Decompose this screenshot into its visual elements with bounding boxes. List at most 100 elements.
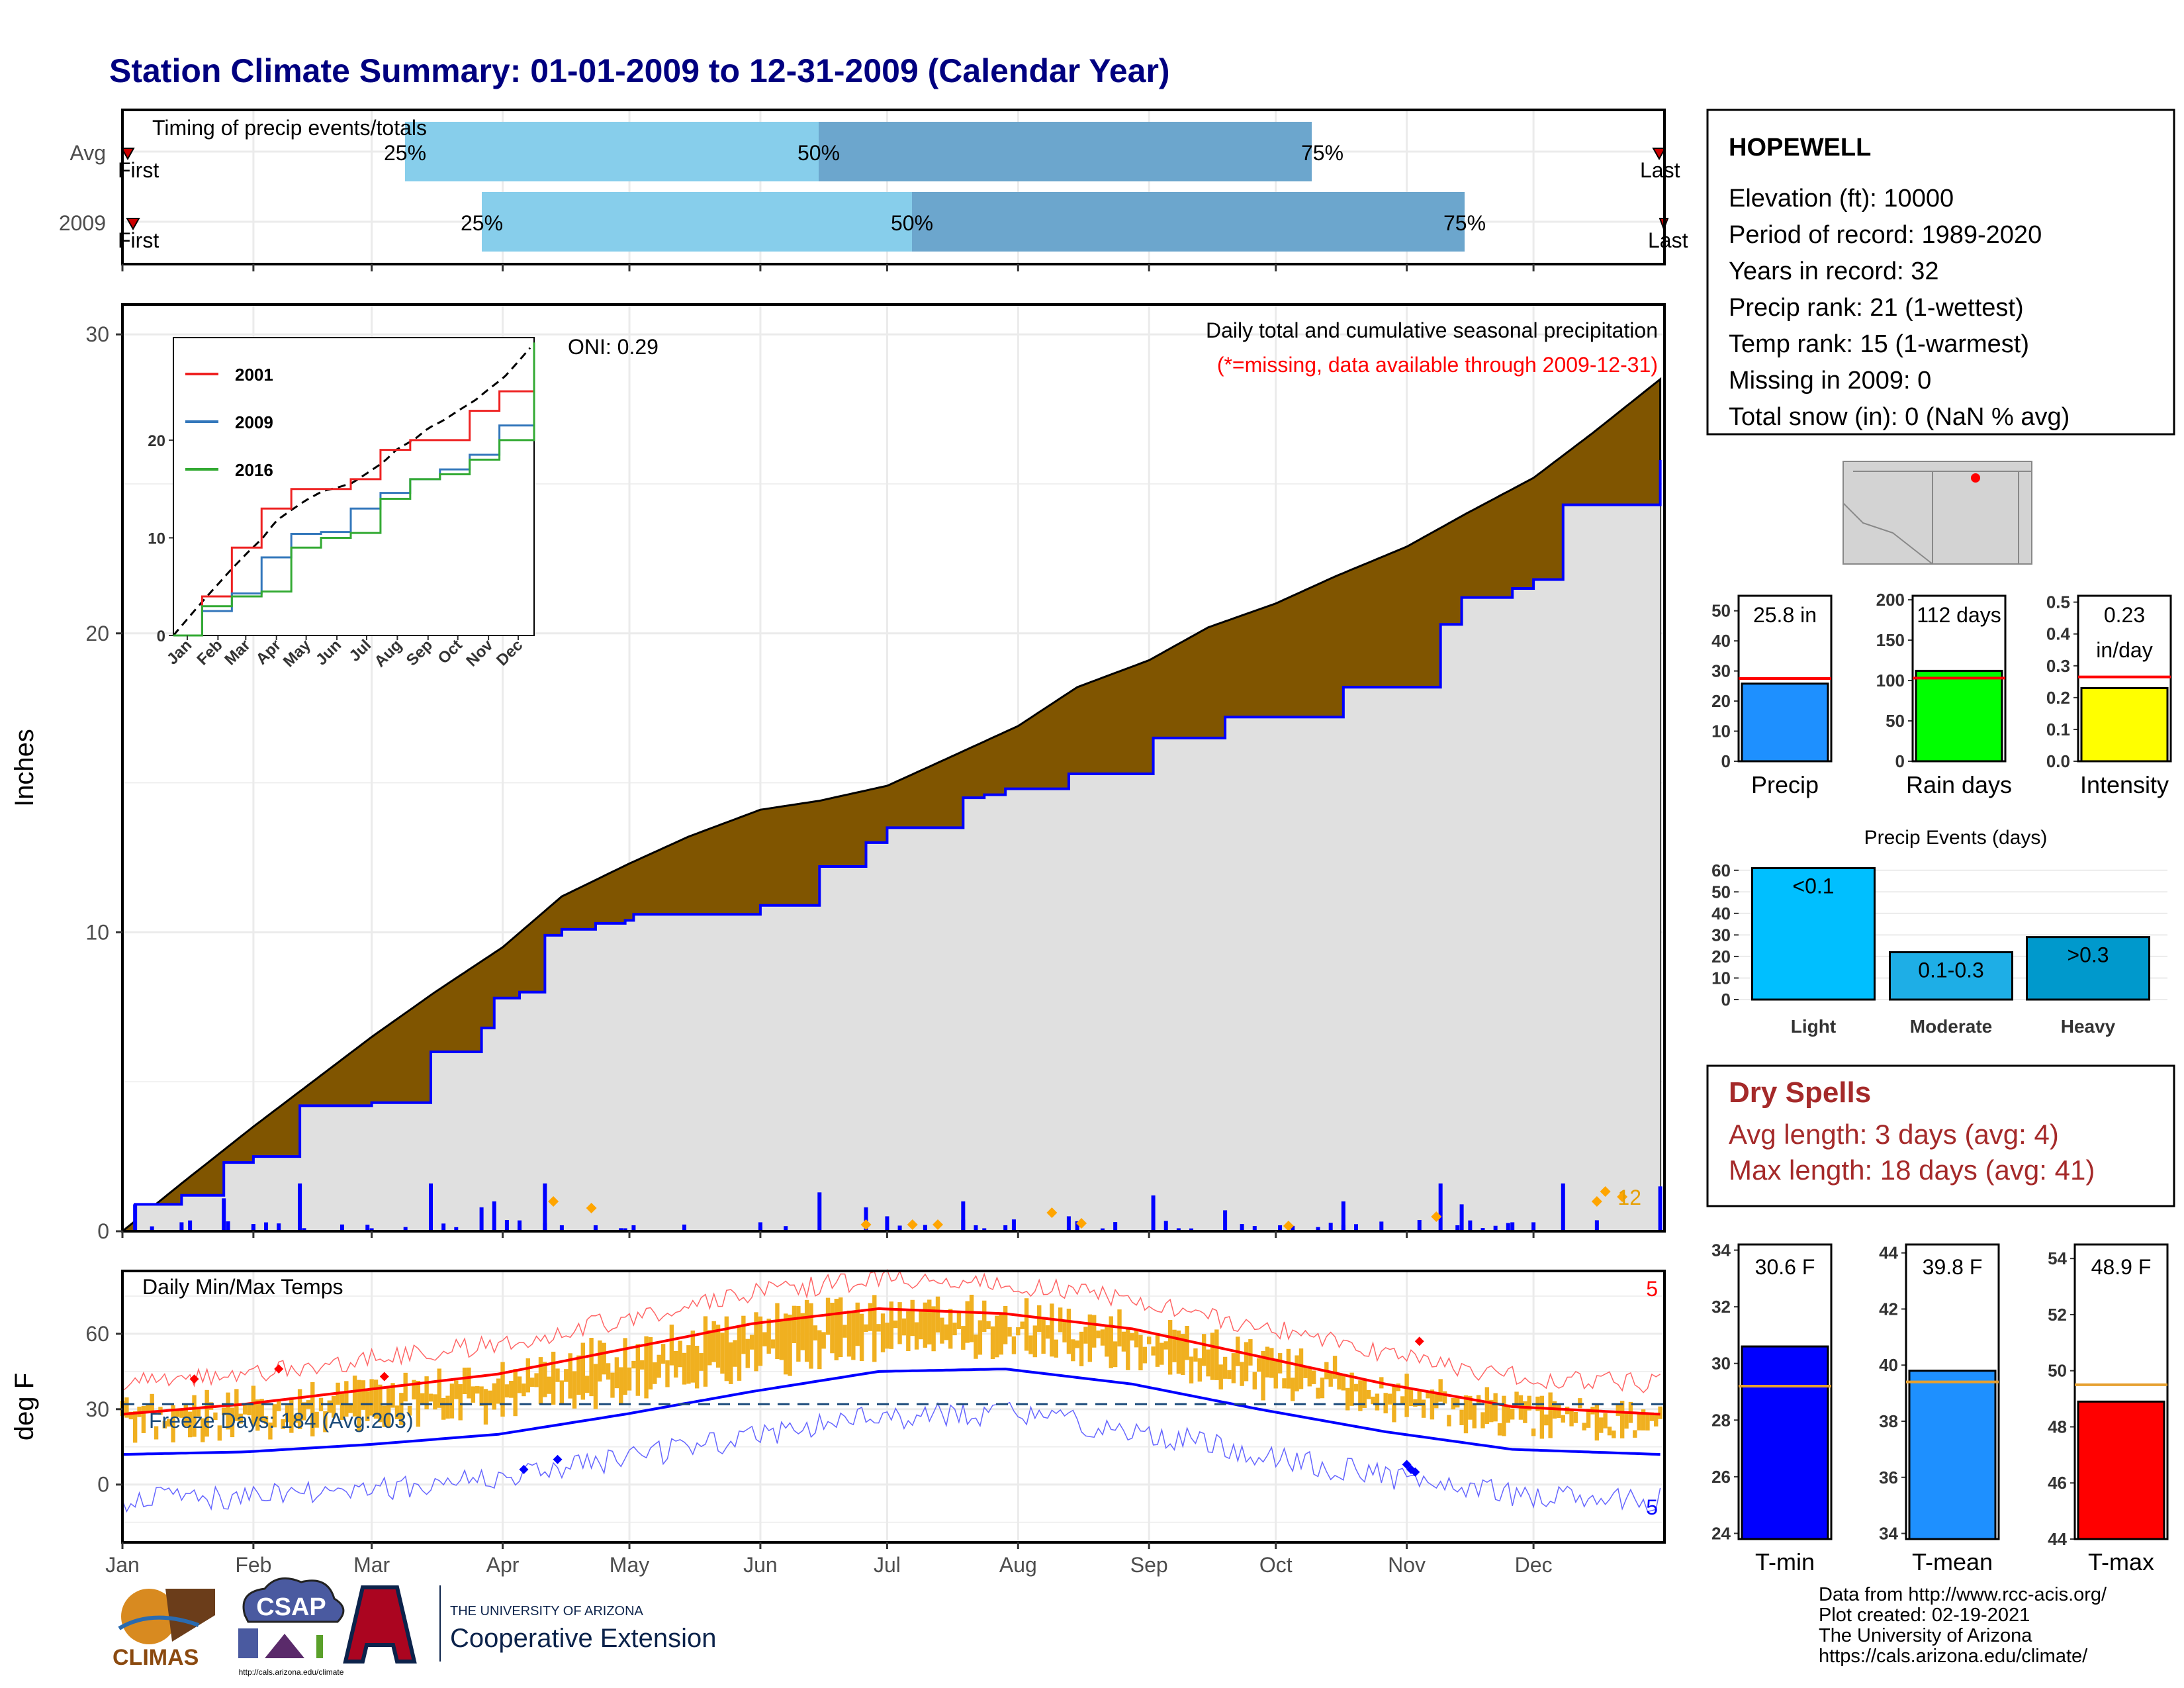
daily-precip-bar: [758, 1226, 762, 1231]
summary-bar-value-label: 0.23: [2104, 603, 2145, 627]
daily-temp-bar: [344, 1381, 349, 1417]
daily-temp-bar: [205, 1389, 209, 1437]
daily-temp-bar: [889, 1301, 894, 1349]
extreme-precip-marker: [586, 1203, 597, 1213]
daily-temp-bar: [627, 1367, 632, 1391]
daily-precip-bar: [817, 1192, 822, 1231]
daily-temp-bar: [931, 1306, 936, 1352]
climas-text: CLIMAS: [113, 1645, 199, 1670]
daily-temp-bar: [1087, 1314, 1093, 1362]
daily-temp-bar: [1291, 1378, 1295, 1401]
daily-temp-bar: [817, 1330, 822, 1370]
summary-bar-tick-label: 0.3: [2046, 656, 2070, 676]
daily-temp-bar: [572, 1371, 577, 1409]
daily-temp-bar: [293, 1415, 298, 1423]
daily-temp-bar: [1523, 1401, 1527, 1423]
summary-bar-value: [1741, 682, 1829, 763]
daily-temp-bar: [1189, 1356, 1194, 1383]
daily-precip-bar: [982, 1228, 987, 1231]
temp-summary-tick-label: 44: [1879, 1243, 1898, 1263]
daily-temp-bar: [1201, 1334, 1206, 1366]
daily-temp-bar: [390, 1383, 395, 1408]
temperature-summary-bars: 24 26 28 30 32 34 30.6 F T-min 34 36 38 40 42 44 39.8 …: [1711, 1241, 2169, 1575]
daily-precip-bar: [479, 1207, 484, 1231]
daily-temp-bar: [412, 1380, 416, 1400]
daily-precip-bar: [864, 1207, 868, 1231]
daily-temp-bar: [1218, 1364, 1223, 1389]
csap-plant-icon: [316, 1635, 323, 1658]
precip-frame: [121, 303, 1666, 1233]
month-label: Sep: [1130, 1553, 1168, 1577]
summary-bar-label: Intensity: [2080, 771, 2169, 798]
extreme-precip-marker: [1046, 1207, 1058, 1218]
daily-temp-bar: [745, 1338, 750, 1368]
daily-temp-bar: [475, 1385, 480, 1394]
daily-precip-bar: [179, 1222, 184, 1231]
daily-temp-bar: [1400, 1396, 1405, 1404]
daily-temp-bar: [1539, 1395, 1545, 1439]
daily-precip-bar: [264, 1222, 269, 1231]
daily-temp-bar: [1273, 1358, 1278, 1389]
daily-precip-bar: [1252, 1226, 1257, 1231]
temp-summary-t-mean: 34 36 38 40 42 44 39.8 F T-mean: [1879, 1243, 2000, 1575]
daily-temp-bar: [1430, 1389, 1435, 1420]
temp-y-label: deg F: [10, 1373, 39, 1440]
daily-temp-bar: [1417, 1389, 1422, 1407]
daily-temp-bar: [154, 1426, 159, 1440]
station-detail-line: Missing in 2009: 0: [1729, 367, 1931, 395]
daily-temp-bar: [733, 1340, 737, 1367]
daily-temp-bar: [1109, 1316, 1113, 1368]
daily-temp-bar: [961, 1326, 966, 1350]
timing-2009-first: First: [118, 228, 159, 252]
daily-temp-bar: [449, 1383, 455, 1419]
daily-temp-bar: [247, 1403, 251, 1415]
temp-summary-tick-label: 48: [2048, 1417, 2067, 1436]
daily-temp-bar: [1527, 1395, 1531, 1411]
daily-temp-bar: [1261, 1350, 1265, 1401]
timing-avg-first: First: [118, 158, 159, 182]
daily-temp-bar: [348, 1403, 353, 1413]
daily-temp-bar: [648, 1336, 653, 1389]
inset-lines: [172, 342, 535, 637]
daily-precip-bar: [369, 1228, 374, 1231]
summary-bar-value: [1915, 669, 2003, 763]
daily-temp-bar: [965, 1301, 970, 1343]
daily-temp-bar: [1079, 1331, 1084, 1366]
daily-temp-bar: [974, 1335, 978, 1359]
daily-temp-bar: [369, 1379, 374, 1416]
temp-summary-tick-label: 40: [1879, 1355, 1898, 1375]
daily-temp-bar: [1607, 1427, 1612, 1436]
daily-temp-bar: [1345, 1387, 1350, 1411]
daily-temp-bar: [1252, 1372, 1257, 1389]
daily-temp-bar: [1472, 1405, 1477, 1429]
events-tick-label: 50: [1711, 882, 1731, 902]
summary-bar-value-unit: in/day: [2096, 638, 2152, 662]
daily-temp-bar: [1497, 1423, 1502, 1436]
daily-temp-bar: [488, 1390, 492, 1405]
station-detail-line: Elevation (ft): 10000: [1729, 185, 1954, 212]
station-box-frame: [1706, 109, 2175, 436]
precip-y-tick-label: 30: [85, 322, 109, 346]
oni-value: ONI: 0.29: [568, 335, 659, 359]
climas-shape-icon: [165, 1589, 215, 1642]
daily-temp-bar: [1366, 1389, 1371, 1399]
daily-temp-bar: [1130, 1333, 1134, 1341]
events-category-label: Light: [1791, 1016, 1836, 1037]
daily-temp-bar: [1307, 1367, 1312, 1387]
daily-precip-bar: [454, 1227, 459, 1231]
station-detail-lines: Elevation (ft): 10000 Period of record: 1…: [1729, 185, 2070, 431]
daily-temp-bar: [538, 1357, 543, 1405]
timing-2009-first-marker: [126, 218, 140, 231]
daily-temp-bar: [775, 1303, 780, 1360]
events-tick-label: 60: [1711, 861, 1731, 880]
climas-wave-icon: [118, 1615, 200, 1630]
summary-bar-tick-label: 30: [1711, 661, 1731, 681]
daily-precip-bar: [961, 1201, 966, 1231]
daily-temp-bar: [445, 1395, 450, 1419]
daily-temp-bar: [1210, 1333, 1215, 1380]
month-label: Jan: [105, 1553, 140, 1577]
temp-summary-tick-label: 24: [1711, 1523, 1731, 1543]
freeze-days-label: Freeze Days: 184 (Avg:203): [149, 1409, 414, 1432]
events-tick-label: 20: [1711, 947, 1731, 966]
inset-legend: 2001 2009 2016: [185, 365, 273, 480]
